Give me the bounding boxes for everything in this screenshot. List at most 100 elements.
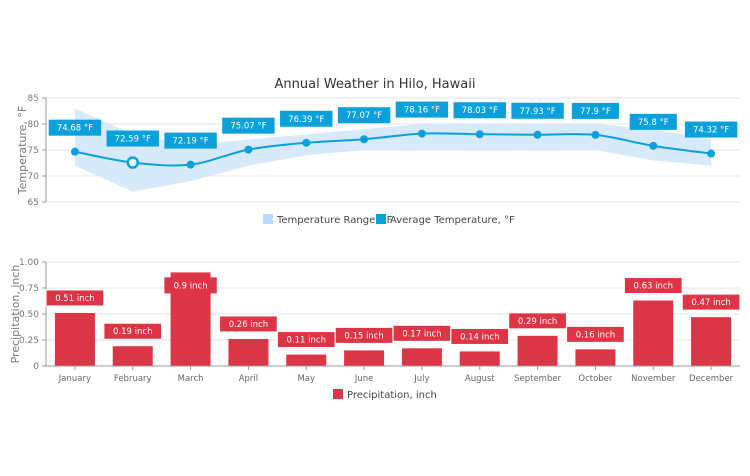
temperature-data-label-box <box>453 102 506 119</box>
precipitation-data-label-box <box>45 289 105 307</box>
average-temperature-point[interactable] <box>475 130 484 139</box>
temperature-data-label: 74.32 °F <box>693 126 729 136</box>
precipitation-chart: 0 0.25 0.50 0.75 1.00 0.51 inch January 0.19 in… <box>19 258 741 384</box>
temperature-data-label-box <box>395 101 449 118</box>
precipitation-bar[interactable] <box>517 335 558 366</box>
temperature-data-label: 77.93 °F <box>519 107 555 117</box>
precipitation-data-label: 0.19 inch <box>113 327 152 337</box>
legend-label-range[interactable]: Temperature Range, °F <box>276 215 393 226</box>
precipitation-data-label-box <box>450 327 510 345</box>
temperature-data-label: 72.19 °F <box>172 137 208 147</box>
precipitation-bar[interactable] <box>54 312 95 366</box>
temp-legend[interactable]: Temperature Range, °F Average Temperatur… <box>263 214 515 226</box>
average-temperature-point[interactable] <box>126 156 139 169</box>
precip-x-tick-label: June <box>354 374 374 384</box>
temperature-chart: 65 70 75 80 85 74.68 °F 72.59 °F 72.19 °F 75.07 … <box>28 94 740 208</box>
average-temperature-point[interactable] <box>186 160 195 169</box>
temperature-data-label: 75.8 °F <box>638 118 669 128</box>
precip-x-tick-label: February <box>114 374 152 384</box>
precipitation-data-label: 0.17 inch <box>402 329 441 339</box>
average-temperature-point[interactable] <box>591 130 600 139</box>
temperature-data-label-box <box>222 117 275 134</box>
precipitation-data-label-box <box>219 315 278 333</box>
average-temperature-point[interactable] <box>360 135 369 144</box>
precipitation-data-label: 0.29 inch <box>518 317 557 327</box>
precipitation-bar[interactable] <box>575 349 616 366</box>
legend-swatch-range <box>263 214 273 224</box>
average-temperature-point[interactable] <box>244 145 253 154</box>
temperature-data-label: 72.59 °F <box>115 135 151 145</box>
precip-x-tick-label: April <box>239 374 258 384</box>
precip-y-tick-label: 1.00 <box>19 258 39 268</box>
temperature-data-label-box <box>337 107 391 124</box>
average-temperature-point[interactable] <box>70 147 79 156</box>
precip-x-tick-label: October <box>578 374 613 384</box>
precipitation-data-label: 0.47 inch <box>691 298 730 308</box>
temperature-range-area <box>74 108 712 192</box>
temp-y-tick-label: 70 <box>28 172 40 182</box>
precipitation-data-label-box <box>623 276 683 294</box>
precip-x-tick-label: January <box>58 374 91 384</box>
temp-y-tick-label: 75 <box>28 146 39 156</box>
precipitation-bar[interactable] <box>401 348 442 366</box>
legend-swatch-average <box>376 214 386 224</box>
precip-y-tick-label: 0.75 <box>19 284 39 294</box>
precip-x-tick-label: May <box>297 374 315 384</box>
precipitation-data-label-box <box>566 325 625 343</box>
precip-y-axis-title: Precipitation, inch <box>9 265 22 364</box>
precipitation-data-label-box <box>681 293 741 311</box>
precipitation-data-label-box <box>103 322 163 340</box>
legend-swatch-precipitation <box>333 389 343 399</box>
average-temperature-line <box>74 132 712 167</box>
average-temperature-point[interactable] <box>649 141 658 150</box>
precipitation-data-label: 0.16 inch <box>576 330 615 340</box>
precip-y-tick-label: 0 <box>33 362 39 372</box>
temp-y-axis-title: Temperature, °F <box>16 106 29 196</box>
precip-x-tick-label: November <box>631 374 676 384</box>
temp-y-tick-label: 85 <box>28 94 39 104</box>
temp-y-tick-label: 65 <box>28 198 39 208</box>
chart-title: Annual Weather in Hilo, Hawaii <box>275 77 476 92</box>
precipitation-bar[interactable] <box>112 346 153 366</box>
precipitation-data-label: 0.51 inch <box>55 294 94 304</box>
average-temperature-point[interactable] <box>707 149 716 158</box>
precip-x-tick-label: August <box>465 374 495 384</box>
precipitation-data-label: 0.26 inch <box>229 320 268 330</box>
temperature-data-label-box <box>511 102 564 119</box>
temperature-data-label: 78.16 °F <box>404 106 440 116</box>
legend-label-average[interactable]: Average Temperature, °F <box>390 215 515 226</box>
average-temperature-point[interactable] <box>417 129 426 138</box>
temperature-data-label-box <box>571 102 619 119</box>
precipitation-bar[interactable] <box>286 354 327 366</box>
precipitation-data-label: 0.14 inch <box>460 332 499 342</box>
precip-x-tick-label: July <box>413 374 429 384</box>
temperature-data-label: 74.68 °F <box>57 124 93 134</box>
precip-y-tick-label: 0.50 <box>19 310 39 320</box>
precip-x-tick-label: September <box>514 374 561 384</box>
temperature-data-label: 76.39 °F <box>288 115 324 125</box>
precipitation-data-label: 0.9 inch <box>174 281 208 291</box>
temperature-data-label: 77.07 °F <box>346 111 382 121</box>
precip-x-tick-label: March <box>178 374 204 384</box>
average-temperature-point[interactable] <box>533 130 542 139</box>
precipitation-data-label: 0.11 inch <box>287 336 326 346</box>
temperature-data-label-box <box>106 130 159 147</box>
precipitation-bar[interactable] <box>344 350 385 366</box>
temperature-data-label-box <box>280 110 333 127</box>
precipitation-bar[interactable] <box>691 317 732 366</box>
temperature-data-label-box <box>684 121 738 138</box>
legend-label-precipitation[interactable]: Precipitation, inch <box>347 390 437 401</box>
average-temperature-point[interactable] <box>302 138 311 147</box>
temperature-data-label: 77.9 °F <box>580 107 611 117</box>
precip-legend[interactable]: Precipitation, inch <box>333 389 437 401</box>
precipitation-data-label: 0.15 inch <box>344 331 383 341</box>
temperature-data-label-box <box>164 132 217 149</box>
precipitation-bar[interactable] <box>228 338 269 366</box>
precipitation-bar[interactable] <box>633 300 674 366</box>
precipitation-bar[interactable] <box>459 351 500 366</box>
temperature-data-label-box <box>48 119 102 136</box>
precipitation-data-label-box <box>508 312 567 330</box>
precip-x-tick-label: December <box>689 374 734 384</box>
